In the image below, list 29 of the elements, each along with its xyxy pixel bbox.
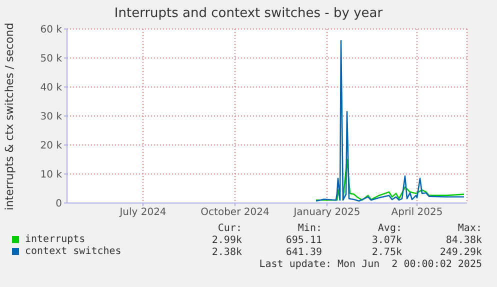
y-tick-label: 50 k bbox=[40, 54, 62, 65]
chart-title: Interrupts and context switches - by year bbox=[113, 6, 384, 21]
x-tick-label: January 2025 bbox=[292, 207, 360, 218]
legend-label: context switches bbox=[24, 246, 122, 257]
text: 2.99k bbox=[210, 234, 242, 246]
y-tick-label: 40 k bbox=[40, 82, 62, 94]
x-tick-label: July 2024 bbox=[118, 207, 166, 218]
text: Last update: Mon Jun 2 00:00:02 2025 bbox=[258, 259, 482, 270]
x-tick-label: October 2024 bbox=[200, 207, 270, 218]
text: Avg: bbox=[376, 222, 402, 234]
y-tick-label: 10 k bbox=[40, 170, 62, 181]
y-axis-title: interrupts & ctx switches / second bbox=[4, 22, 17, 210]
y-tick-label: 0 bbox=[56, 198, 62, 210]
line-series bbox=[315, 40, 465, 202]
y-tick-label: 60 k bbox=[40, 24, 62, 36]
text: Cur: bbox=[216, 222, 242, 234]
text: 695.11 bbox=[284, 234, 322, 246]
x-tick-label: April 2025 bbox=[391, 207, 443, 218]
text: 249.29k bbox=[438, 246, 482, 258]
text: Max: bbox=[456, 222, 482, 234]
y-tick-label: 20 k bbox=[40, 140, 62, 152]
y-tick-label: 30 k bbox=[40, 112, 62, 123]
legend-label: interrupts bbox=[24, 234, 86, 245]
text: 3.07k bbox=[370, 234, 402, 246]
text: 2.75k bbox=[370, 246, 402, 258]
text: 641.39 bbox=[284, 246, 322, 258]
text: 2.38k bbox=[210, 246, 242, 258]
text: Min: bbox=[296, 222, 322, 234]
text: 84.38k bbox=[444, 234, 482, 246]
